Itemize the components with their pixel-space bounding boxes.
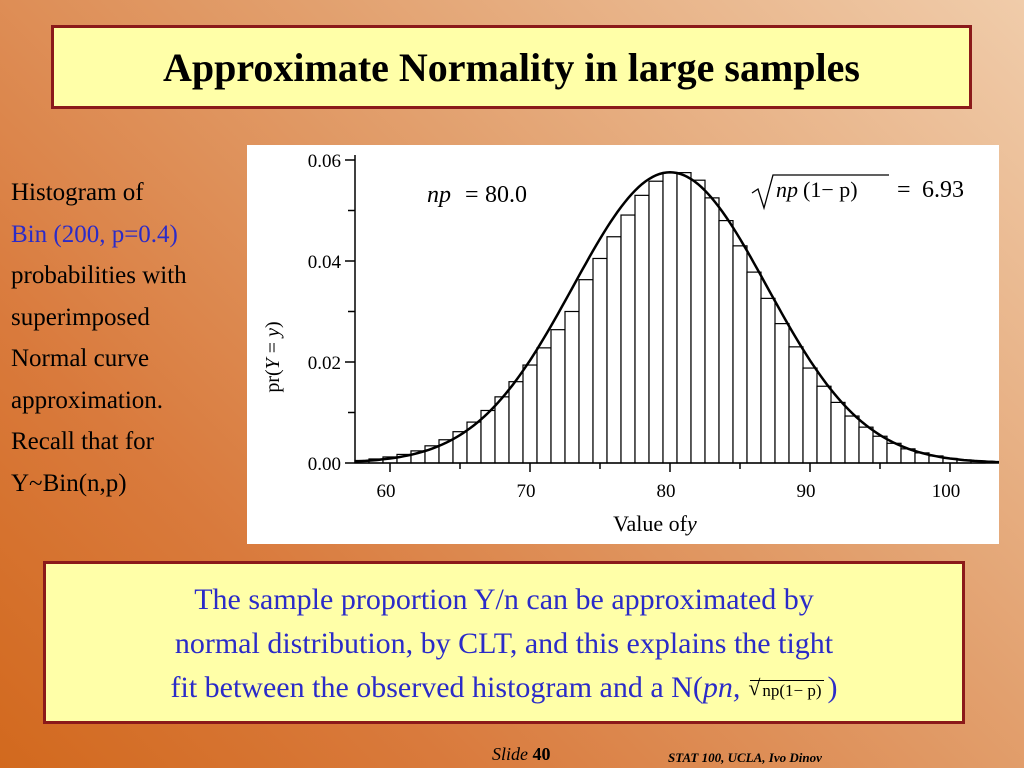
conclusion-box: The sample proportion Y/n can be approxi… (43, 561, 965, 724)
histogram-bar (844, 415, 860, 464)
x-tick-label: 90 (797, 481, 816, 502)
histogram-bar (802, 367, 818, 464)
x-tick-label: 100 (932, 481, 961, 502)
sqrt-symbol (751, 174, 889, 211)
side-text-distribution: Bin (200, p=0.4) (11, 220, 178, 248)
sqrt-radical-icon: √ (748, 674, 761, 700)
title-box: Approximate Normality in large samples (51, 25, 972, 109)
histogram-bar (830, 401, 846, 464)
conclusion-sqrt-expr: np(1− p) (762, 680, 822, 700)
conclusion-text: fit between the observed histogram and a… (170, 671, 703, 704)
side-text-line: Normal curve (11, 345, 150, 372)
sd-radicand-np: np (776, 177, 798, 202)
conclusion-line: The sample proportion Y/n can be approxi… (194, 583, 814, 616)
slide-footer: Slide 40 (492, 744, 551, 765)
y-axis-label: pr(Y = y) (262, 321, 284, 392)
y-tick-label: 0.00 (308, 454, 341, 475)
sd-equals: = (897, 177, 911, 203)
y-tick-label: 0.02 (308, 353, 341, 374)
histogram-bar (732, 245, 748, 464)
side-text-line: Y~Bin(n,p) (11, 469, 127, 497)
side-description: Histogram of Bin (200, p=0.4) probabilit… (11, 172, 251, 504)
histogram-bar (564, 310, 580, 464)
conclusion-sqrt: √ np(1− p) (748, 674, 824, 701)
np-label: np (427, 182, 451, 208)
histogram-bar (816, 385, 832, 464)
np-value: 80.0 (485, 182, 527, 208)
conclusion-pn: pn, (702, 671, 741, 704)
histogram-bar (704, 197, 720, 464)
histogram-bar (536, 347, 552, 464)
sd-value: 6.93 (922, 177, 964, 203)
histogram-bar (634, 194, 650, 464)
course-footer: STAT 100, UCLA, Ivo Dinov (668, 750, 822, 765)
histogram-bar (690, 179, 706, 464)
conclusion-line: fit between the observed histogram and a… (46, 666, 962, 710)
x-tick-label: 80 (657, 481, 676, 502)
slide-number: 40 (532, 744, 551, 764)
ticks-group: 0.00 0.02 0.04 0.06 60 70 80 90 100 (308, 151, 961, 502)
conclusion-line: normal distribution, by CLT, and this ex… (174, 627, 834, 660)
x-axis-label: Value of (613, 511, 688, 536)
histogram-bar (648, 180, 664, 464)
slide-label: Slide (492, 744, 528, 764)
sd-radicand-rest: (1− p) (803, 177, 858, 202)
histogram-bar (774, 323, 790, 464)
x-tick-label: 70 (517, 481, 536, 502)
side-text-line: probabilities with (11, 262, 187, 289)
axes-group (354, 155, 999, 464)
side-text-line: Recall that for (11, 428, 154, 455)
histogram-bar (718, 219, 734, 464)
histogram-bar (676, 172, 692, 464)
histogram-bar (550, 329, 566, 464)
x-axis-label-var: y (685, 511, 697, 536)
slide-title: Approximate Normality in large samples (163, 44, 860, 90)
histogram-bar (578, 279, 594, 464)
x-tick-label: 60 (377, 481, 396, 502)
histogram-bar (788, 346, 804, 464)
side-text-line: superimposed (11, 303, 150, 331)
histogram-bar (508, 381, 524, 464)
histogram-bar (662, 172, 678, 464)
side-text-line: approximation. (11, 386, 164, 414)
histogram-bar (620, 214, 636, 464)
y-tick-label: 0.04 (308, 252, 342, 273)
conclusion-close-paren: ) (827, 671, 838, 704)
normal-curve (354, 171, 999, 464)
histogram-bar (858, 426, 874, 464)
histogram-bar (872, 435, 888, 464)
y-tick-label: 0.06 (308, 151, 341, 172)
np-equals: = (465, 182, 479, 208)
side-text-line: Histogram of (11, 179, 144, 206)
histogram-chart: 0.00 0.02 0.04 0.06 60 70 80 90 100 pr(Y = y) Va… (262, 151, 999, 536)
chart-panel: 0.00 0.02 0.04 0.06 60 70 80 90 100 pr(Y = y) Va… (247, 145, 999, 544)
histogram-bar (606, 236, 622, 464)
histogram-bar (592, 257, 608, 464)
histogram-bar (760, 297, 776, 464)
histogram-bar (522, 364, 538, 464)
histogram-bar (494, 396, 510, 464)
bars-group (354, 172, 986, 464)
histogram-bar (746, 271, 762, 464)
